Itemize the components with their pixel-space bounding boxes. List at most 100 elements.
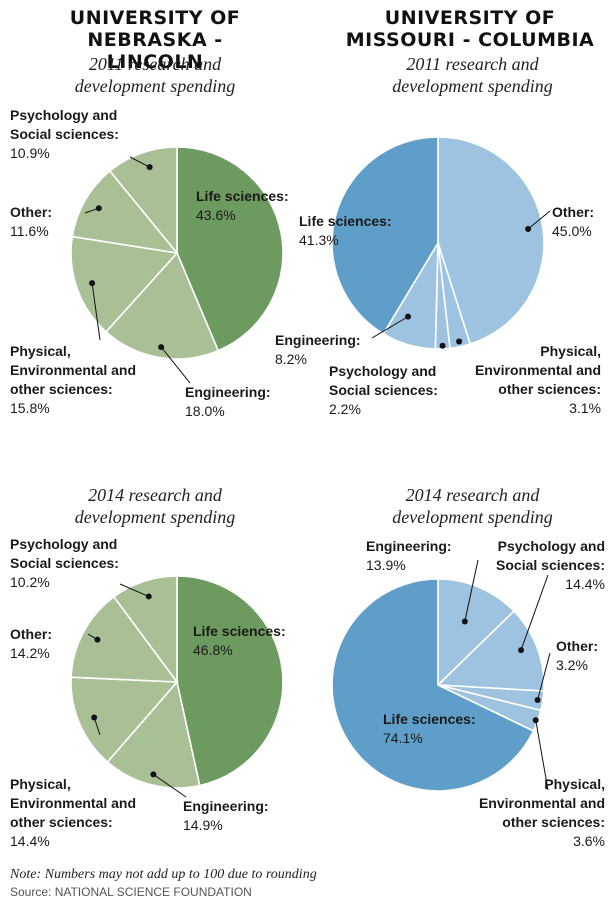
slice-neb2014-physical-environmental-and-other-sciences	[70, 676, 179, 764]
leader-miz2014-0	[464, 559, 479, 622]
missouri-2014-subtitle: 2014 research and development spending	[355, 484, 590, 528]
missouri-header-line2: MISSOURI - COLUMBIA	[345, 29, 595, 51]
label-name: Life sciences:	[193, 623, 286, 639]
leader-dot-neb2014-1	[150, 771, 157, 778]
label-miz2011-psychology: Psychology and Social sciences: 2.2%	[329, 363, 438, 417]
label-neb2011-psychology: Psychology and Social sciences: 10.9%	[10, 107, 119, 161]
pie-nebraska-2014	[70, 575, 284, 798]
label-value: 3.1%	[569, 400, 601, 416]
pie-missouri-2014	[331, 559, 551, 792]
slice-miz2014-life-sciences	[331, 578, 535, 792]
label-value: 10.9%	[10, 145, 50, 161]
label-miz2011-engineering: Engineering: 8.2%	[275, 331, 361, 369]
leader-dot-miz2014-0	[461, 618, 468, 625]
label-miz2014-physical: Physical, Environmental and other sciences…	[478, 776, 605, 849]
subtitle-line1: 2011 research and	[406, 54, 539, 74]
source-credit: Source: NATIONAL SCIENCE FOUNDATION	[10, 885, 252, 899]
footnote: Note: Numbers may not add up to 100 due …	[10, 867, 317, 882]
label-miz2014-psychology: Psychology and Social sciences: 14.4%	[496, 538, 605, 592]
label-value: 3.2%	[556, 657, 588, 673]
label-name: Engineering:	[275, 332, 361, 348]
leader-miz2014-1	[520, 574, 549, 651]
leader-miz2014-2	[537, 652, 551, 701]
subtitle-line1: 2014 research and	[405, 485, 540, 505]
leader-dot-miz2011-3	[405, 313, 412, 320]
label-value: 13.9%	[366, 557, 406, 573]
label-name: Life sciences:	[299, 213, 392, 229]
label-value: 18.0%	[185, 403, 225, 419]
slice-neb2011-other	[71, 169, 179, 255]
subtitle-line2: development spending	[392, 507, 553, 527]
leader-neb2011-2	[91, 283, 101, 341]
label-value: 15.8%	[10, 400, 50, 416]
label-value: 74.1%	[383, 730, 423, 746]
leader-miz2011-0	[527, 210, 551, 230]
leader-miz2014-3	[535, 720, 549, 791]
slice-miz2014-psychology-and-social-sciences	[436, 609, 545, 692]
label-name: Other:	[552, 204, 594, 220]
label-neb2011-other: Other: 11.6%	[10, 203, 52, 241]
slice-neb2011-engineering	[104, 251, 220, 360]
subtitle-line2: development spending	[392, 76, 553, 96]
leader-neb2014-1	[153, 774, 187, 798]
label-miz2011-life: Life sciences: 41.3%	[299, 212, 392, 250]
leader-neb2011-1	[160, 346, 191, 384]
missouri-2011-subtitle: 2011 research and development spending	[355, 53, 590, 97]
subtitle-line2: development spending	[74, 76, 236, 96]
leader-dot-neb2014-4	[145, 593, 152, 600]
slice-neb2011-physical-environmental-and-other-sciences	[70, 235, 179, 333]
slice-neb2014-engineering	[106, 680, 201, 789]
label-miz2014-life: Life sciences: 74.1%	[383, 710, 476, 748]
label-value: 10.2%	[10, 574, 50, 590]
leader-miz2011-3	[371, 316, 409, 339]
leader-dot-miz2011-1	[456, 338, 463, 345]
label-value: 45.0%	[552, 223, 592, 239]
slice-neb2014-psychology-and-social-sciences	[112, 575, 178, 685]
missouri-header-line1: UNIVERSITY OF	[384, 7, 556, 29]
label-neb2011-physical: Physical, Environmental and other sciences…	[10, 343, 137, 416]
leader-dot-miz2011-2	[439, 342, 446, 349]
label-name: Other:	[10, 204, 52, 220]
label-value: 8.2%	[275, 351, 307, 367]
subtitle-line1: 2014 research and	[88, 485, 222, 505]
label-name: Engineering:	[366, 538, 452, 554]
leader-dot-neb2011-2	[89, 280, 96, 287]
leader-neb2011-4	[129, 156, 150, 168]
label-neb2014-psychology: Psychology and Social sciences: 10.2%	[10, 536, 119, 590]
label-neb2014-physical: Physical, Environmental and other sciences…	[10, 776, 137, 849]
label-neb2014-life: Life sciences: 46.8%	[193, 622, 286, 660]
subtitle-line1: 2011 research and	[88, 54, 222, 74]
slice-miz2014-engineering	[437, 578, 516, 687]
label-name: Engineering:	[183, 798, 269, 814]
nebraska-header-line1: UNIVERSITY OF	[69, 7, 241, 29]
leader-dot-neb2011-4	[146, 164, 153, 171]
missouri-header: UNIVERSITY OF MISSOURI - COLUMBIA	[335, 7, 605, 51]
pie-missouri-2011	[331, 136, 551, 350]
label-name: Life sciences:	[383, 711, 476, 727]
nebraska-header: UNIVERSITY OF NEBRASKA - LINCOLN	[40, 7, 270, 73]
leader-dot-neb2011-1	[158, 344, 165, 351]
label-neb2014-engineering: Engineering: 14.9%	[183, 797, 269, 835]
leader-neb2014-4	[119, 583, 149, 597]
label-name: Other:	[556, 638, 598, 654]
slice-neb2014-other	[70, 595, 179, 683]
leader-dot-miz2014-2	[534, 697, 541, 704]
leader-dot-neb2014-2	[91, 714, 98, 721]
slice-neb2011-life-sciences	[176, 146, 284, 352]
label-value: 3.6%	[573, 833, 605, 849]
leader-neb2014-2	[93, 717, 101, 736]
label-miz2011-physical: Physical, Environmental and other sciences…	[474, 343, 601, 416]
slice-neb2014-life-sciences	[176, 575, 284, 787]
subtitle-line2: development spending	[74, 507, 236, 527]
label-neb2014-other: Other: 14.2%	[10, 625, 52, 663]
label-value: 14.4%	[10, 833, 50, 849]
leader-dot-miz2011-0	[525, 225, 532, 232]
label-miz2014-engineering: Engineering: 13.9%	[366, 537, 452, 575]
slice-miz2011-other	[437, 136, 545, 346]
nebraska-header-line2: NEBRASKA - LINCOLN	[87, 29, 223, 73]
pie-nebraska-2011	[70, 146, 284, 384]
slice-neb2011-psychology-and-social-sciences	[108, 146, 178, 256]
label-neb2011-engineering: Engineering: 18.0%	[185, 383, 271, 421]
label-name: Other:	[10, 626, 52, 642]
